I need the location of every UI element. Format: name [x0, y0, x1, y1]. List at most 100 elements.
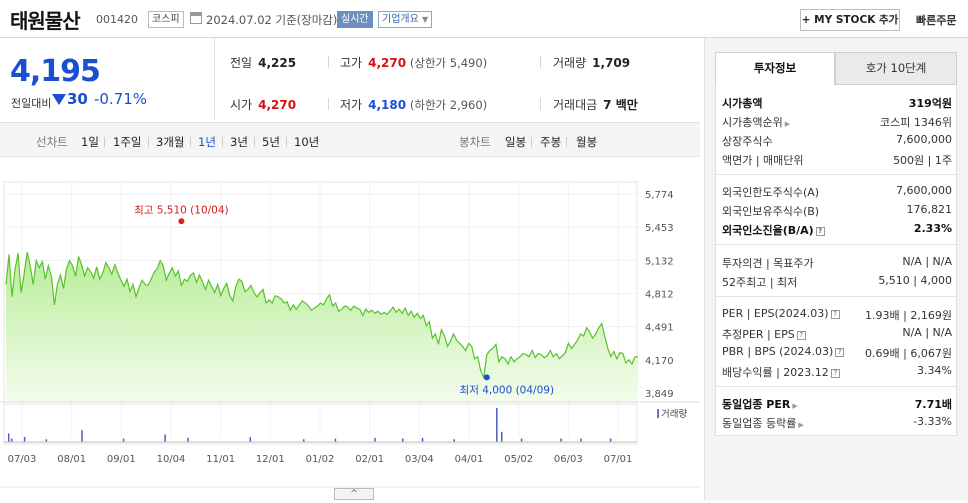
- sector-per-row: 동일업종 PER ▶ 7.71배: [722, 398, 952, 411]
- volume-bar: [496, 408, 498, 442]
- volume-bar: [10, 438, 13, 442]
- volume-bar: [609, 438, 612, 442]
- collapse-chart-button[interactable]: ^: [334, 488, 374, 500]
- candle-chart-label: 봉차트: [459, 135, 491, 149]
- volume: 거래량 1,709: [553, 56, 631, 70]
- tab-monthly[interactable]: 월봉: [576, 135, 598, 149]
- market-badge: 코스피: [148, 11, 184, 28]
- price-area: [6, 252, 638, 403]
- x-tick-label: 04/01: [455, 454, 484, 465]
- volume-bar: [560, 438, 562, 442]
- info-icon: ?: [830, 368, 840, 378]
- opinion-row: 투자의견 | 목표주가 N/A | N/A: [722, 255, 952, 270]
- listed-shares-row: 상장주식수 7,600,000: [722, 133, 952, 148]
- x-tick-label: 02/01: [355, 454, 384, 465]
- price-stats: 전일 4,225 고가 4,270 (상한가 5,490) 거래량 1,709 시가 4…: [216, 38, 700, 120]
- x-tick-label: 03/04: [405, 454, 434, 465]
- volume-legend-swatch: [657, 409, 659, 418]
- tab-weekly[interactable]: 주봉: [540, 135, 562, 149]
- volume-bar: [421, 437, 424, 442]
- dividend-row: 배당수익률 | 2023.12? 3.34%: [722, 364, 952, 379]
- prev-close: 전일 4,225: [230, 56, 297, 70]
- x-tick-label: 01/02: [306, 454, 335, 465]
- volume-bar: [520, 438, 523, 442]
- y-tick-label: 4,491: [645, 323, 674, 334]
- volume-label: 거래량: [661, 408, 687, 420]
- volume-bar: [45, 439, 48, 442]
- info-icon: ?: [830, 309, 840, 319]
- volume-bar: [303, 439, 305, 442]
- tab-3y[interactable]: 3년: [230, 135, 248, 149]
- tab-1d[interactable]: 1일: [81, 135, 99, 149]
- foreign-ratio-row: 외국인소진율(B/A)? 2.33%: [722, 222, 952, 237]
- live-badge[interactable]: 실시간: [337, 11, 373, 28]
- market-cap-row: 시가총액 319억원: [722, 97, 952, 110]
- tab-order-book[interactable]: 호가 10단계: [835, 52, 957, 85]
- y-tick-label: 5,453: [645, 223, 674, 234]
- chart-period-tabs: 선차트 1일 1주일 3개월 1년 3년 5년 10년 봉차트 일봉 주봉 월봉: [0, 122, 700, 157]
- est-per-eps-row: 추정PER | EPS? N/A | N/A: [722, 326, 952, 341]
- add-mystock-button[interactable]: + MY STOCK 추가: [800, 9, 900, 31]
- tab-3m[interactable]: 3개월: [156, 135, 185, 149]
- calendar-icon: [190, 12, 202, 24]
- caret-right-icon: ▶: [784, 120, 791, 128]
- volume-bar: [164, 434, 166, 442]
- date-info: 2024.07.02 기준(장마감): [206, 13, 338, 27]
- market-cap-rank-row: 시가총액순위 ▶ 코스피 1346위: [722, 116, 952, 129]
- x-tick-label: 08/01: [57, 454, 86, 465]
- y-tick-label: 5,774: [645, 190, 674, 201]
- volume-bar: [7, 433, 10, 442]
- tab-1w[interactable]: 1주일: [113, 135, 142, 149]
- price-line: [5, 252, 639, 380]
- y-tick-label: 3,849: [645, 389, 674, 400]
- 52w-row: 52주최고 | 최저 5,510 | 4,000: [722, 274, 952, 289]
- info-icon: ?: [835, 347, 845, 357]
- min-label: 최저 4,000 (04/09): [460, 384, 555, 396]
- price-change-percent: -0.71%: [94, 90, 148, 108]
- price-summary: 4,195 전일대비 30 -0.71%: [0, 38, 215, 120]
- sector-change-row: 동일업종 등락률 ▶ -3.33%: [722, 415, 952, 430]
- price-chart[interactable]: 최고 5,510 (10/04) 최저 4,000 (04/09) 5,774 5,…: [0, 157, 700, 500]
- price-change: 30: [67, 90, 88, 108]
- x-tick-label: 07/03: [8, 454, 37, 465]
- change-label: 전일대비: [11, 97, 52, 110]
- line-chart-label: 선차트: [36, 135, 68, 149]
- volume-bar: [374, 437, 376, 442]
- price-chart-svg: 최고 5,510 (10/04) 최저 4,000 (04/09) 5,774 5,…: [0, 181, 700, 488]
- y-tick-label: 4,812: [645, 289, 674, 300]
- volume-bar: [334, 438, 337, 442]
- volume-bar: [501, 431, 503, 442]
- tab-invest-info[interactable]: 투자정보: [715, 52, 835, 85]
- volume-bar: [23, 436, 26, 442]
- min-point-marker: [483, 374, 490, 381]
- tab-1y[interactable]: 1년: [198, 135, 216, 149]
- pbr-bps-row: PBR | BPS (2024.03)? 0.69배 | 6,067원: [722, 345, 952, 360]
- max-label: 최고 5,510 (10/04): [134, 204, 229, 216]
- volume-bar: [122, 438, 125, 442]
- current-price: 4,195: [10, 54, 101, 89]
- company-overview-dropdown[interactable]: 기업개요 ▼: [378, 11, 433, 28]
- volume-bar: [580, 438, 582, 442]
- tab-5y[interactable]: 5년: [262, 135, 280, 149]
- foreign-limit-row: 외국인한도주식수(A) 7,600,000: [722, 184, 952, 199]
- tab-10y[interactable]: 10년: [294, 135, 320, 149]
- low-price: 저가 4,180 (하한가 2,960): [340, 98, 488, 112]
- per-eps-row: PER | EPS(2024.03)? 1.93배 | 2,169원: [722, 307, 952, 322]
- y-tick-label: 4,170: [645, 356, 674, 367]
- caret-right-icon: ▶: [792, 402, 798, 410]
- stock-header: 태원물산 001420 코스피 2024.07.02 기준(장마감) 실시간 기…: [0, 0, 968, 38]
- volume-bar: [402, 438, 404, 442]
- x-tick-label: 12/01: [256, 454, 285, 465]
- x-tick-label: 09/01: [107, 454, 136, 465]
- invest-info-table: 시가총액 319억원 시가총액순위 ▶ 코스피 1346위 상장주식수 7,600,00…: [715, 85, 958, 436]
- x-tick-label: 11/01: [206, 454, 235, 465]
- max-point-marker: [178, 218, 185, 225]
- info-icon: ?: [796, 330, 806, 340]
- company-overview-label: 기업개요: [382, 14, 419, 25]
- stock-code: 001420: [96, 13, 138, 26]
- tab-daily[interactable]: 일봉: [505, 135, 527, 149]
- info-icon: ?: [815, 226, 825, 236]
- quick-order-link[interactable]: 빠른주문: [916, 14, 957, 27]
- down-arrow-icon: [52, 94, 66, 105]
- chevron-down-icon: ▼: [422, 15, 429, 24]
